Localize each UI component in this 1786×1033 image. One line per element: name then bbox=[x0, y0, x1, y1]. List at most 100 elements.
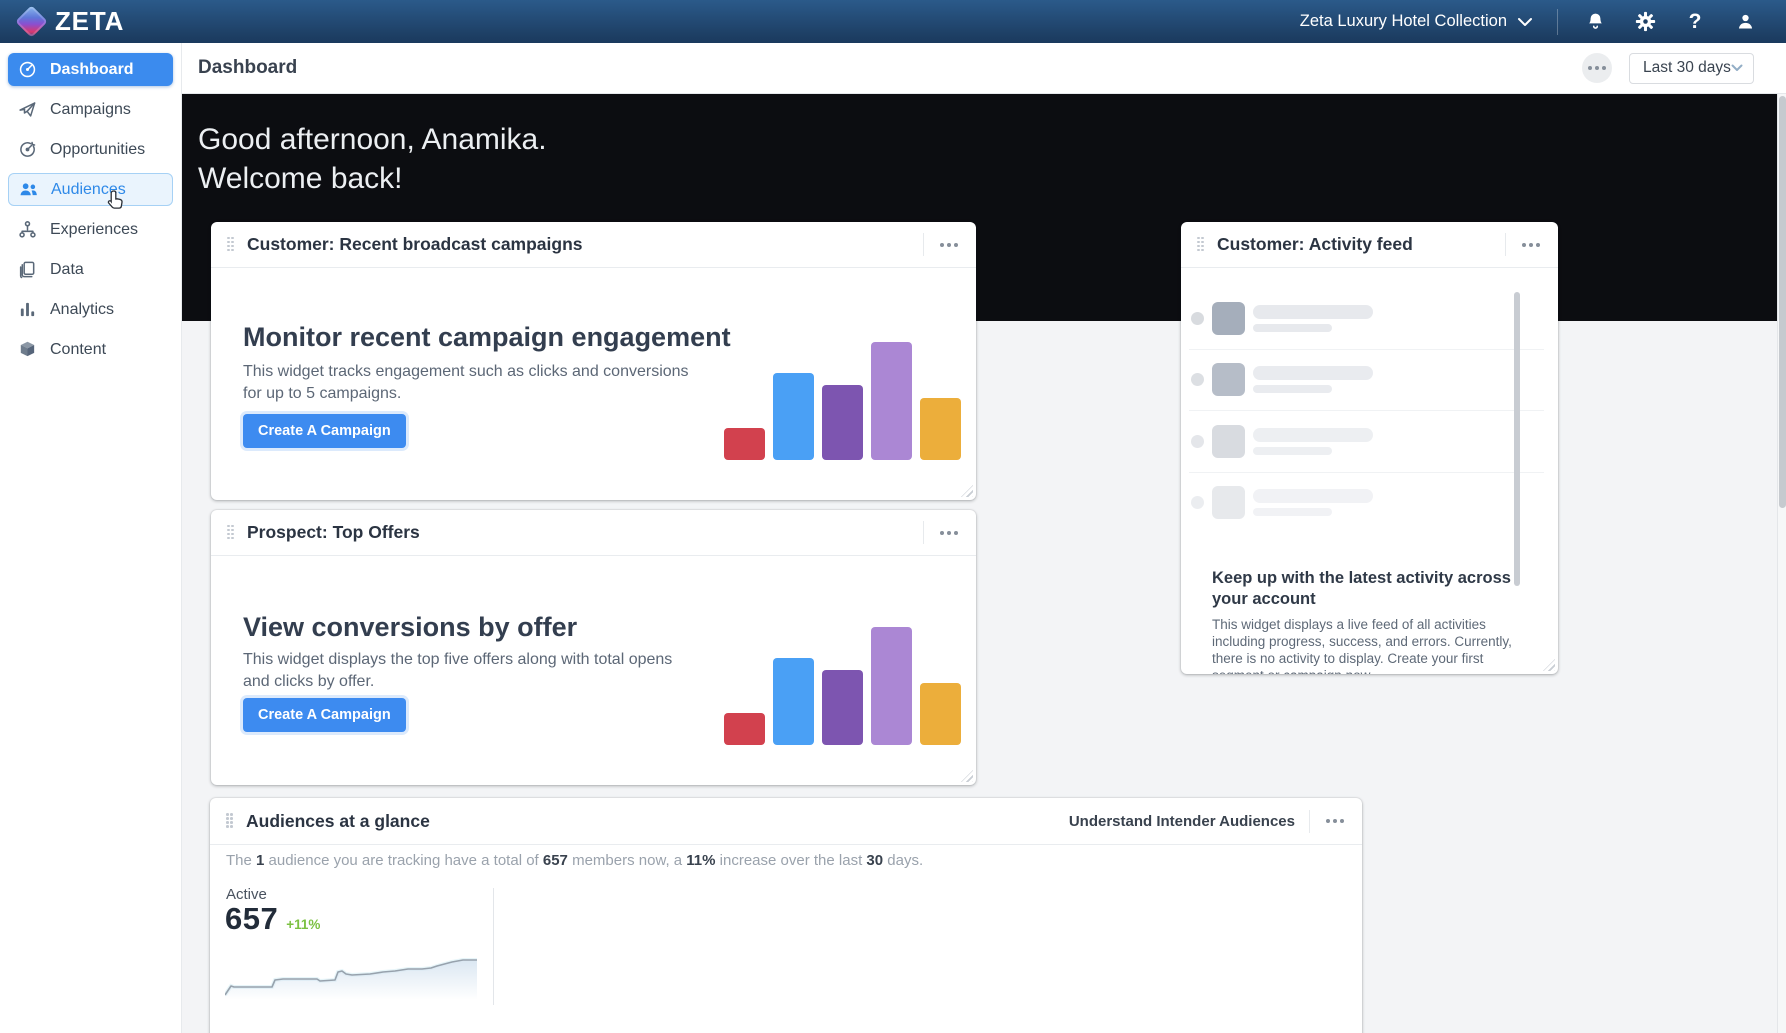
create-campaign-button[interactable]: Create A Campaign bbox=[243, 414, 406, 448]
card-prospect-top-offers: Prospect: Top Offers View conversions by… bbox=[211, 510, 976, 785]
bar-chart-illustration bbox=[724, 627, 961, 745]
breadcrumb: Dashboard bbox=[198, 57, 298, 78]
skeleton-divider bbox=[1189, 471, 1544, 473]
page-options-button[interactable] bbox=[1582, 53, 1612, 83]
resize-grip[interactable] bbox=[961, 485, 973, 497]
greeting: Good afternoon, Anamika. Welcome back! bbox=[198, 120, 547, 198]
settings-button[interactable] bbox=[1632, 9, 1658, 35]
header-divider bbox=[1309, 809, 1310, 833]
resize-grip[interactable] bbox=[1543, 659, 1555, 671]
metric-label: Active bbox=[226, 886, 267, 903]
sidebar-item-opportunities[interactable]: Opportunities bbox=[8, 133, 173, 166]
illustration-bar bbox=[920, 683, 961, 745]
card-activity-feed: Customer: Activity feed Keep up with the… bbox=[1181, 222, 1558, 674]
top-navbar: ZETA Zeta Luxury Hotel Collection bbox=[0, 0, 1786, 43]
bell-icon bbox=[1588, 13, 1602, 29]
date-range-select[interactable]: Last 30 days bbox=[1629, 52, 1754, 84]
drag-handle-icon[interactable] bbox=[227, 524, 235, 541]
skeleton-dot bbox=[1191, 373, 1204, 387]
illustration-bar bbox=[724, 713, 765, 745]
skeleton-line bbox=[1253, 446, 1332, 455]
metric-delta-badge: +11% bbox=[286, 917, 321, 932]
create-campaign-button[interactable]: Create A Campaign bbox=[243, 698, 406, 732]
skeleton-line bbox=[1253, 324, 1332, 332]
paper-plane-icon bbox=[19, 102, 36, 117]
notifications-button[interactable] bbox=[1582, 9, 1608, 35]
sidebar-item-label: Opportunities bbox=[50, 140, 146, 158]
greeting-line2: Welcome back! bbox=[198, 162, 403, 195]
card-menu-button[interactable] bbox=[938, 239, 960, 251]
gear-icon bbox=[1635, 11, 1655, 32]
sidebar-item-dashboard[interactable]: Dashboard bbox=[8, 53, 173, 86]
zeta-logo-icon bbox=[15, 5, 48, 38]
activity-heading: Keep up with the latest activity across … bbox=[1212, 569, 1511, 608]
skeleton-divider bbox=[1189, 349, 1544, 350]
user-menu-button[interactable] bbox=[1732, 9, 1758, 35]
sitemap-icon bbox=[19, 221, 36, 238]
zeta-logo[interactable]: ZETA bbox=[15, 5, 124, 38]
documents-icon bbox=[19, 261, 35, 279]
metric-value: 657 bbox=[225, 901, 279, 936]
illustration-bar bbox=[724, 428, 765, 460]
sidebar-item-campaigns[interactable]: Campaigns bbox=[8, 93, 173, 126]
glance-summary: The 1 audience you are tracking have a t… bbox=[226, 852, 924, 869]
drag-handle-icon[interactable] bbox=[227, 236, 235, 253]
sidebar-item-analytics[interactable]: Analytics bbox=[8, 293, 173, 326]
date-range-value: Last 30 days bbox=[1643, 59, 1731, 76]
illustration-bar bbox=[920, 398, 961, 460]
card-menu-button[interactable] bbox=[938, 527, 960, 539]
sidebar-item-experiences[interactable]: Experiences bbox=[8, 213, 173, 246]
card-menu-button[interactable] bbox=[1324, 815, 1346, 827]
sidebar-item-data[interactable]: Data bbox=[8, 253, 173, 286]
sidebar-item-label: Audiences bbox=[51, 180, 126, 198]
illustration-bar bbox=[871, 627, 912, 745]
drag-handle-icon[interactable] bbox=[226, 813, 234, 829]
illustration-bar bbox=[773, 373, 814, 460]
skeleton-line bbox=[1253, 385, 1332, 394]
resize-grip[interactable] bbox=[961, 770, 973, 782]
sidebar-item-label: Analytics bbox=[50, 300, 115, 318]
card-menu-button[interactable] bbox=[1520, 239, 1542, 251]
person-icon bbox=[1738, 14, 1752, 29]
sidebar-item-label: Content bbox=[50, 340, 107, 358]
skeleton-avatar bbox=[1212, 424, 1245, 458]
drag-handle-icon[interactable] bbox=[1197, 236, 1205, 253]
skeleton-dot bbox=[1191, 434, 1204, 448]
account-switcher[interactable]: Zeta Luxury Hotel Collection bbox=[1300, 12, 1533, 31]
understand-intender-audiences-link[interactable]: Understand Intender Audiences bbox=[1068, 812, 1295, 830]
illustration-bar bbox=[822, 385, 863, 460]
page-scrollbar[interactable] bbox=[1777, 94, 1786, 1033]
illustration-bar bbox=[822, 670, 863, 745]
feed-scrollbar-thumb[interactable] bbox=[1514, 292, 1520, 586]
activity-skeleton bbox=[1181, 268, 1558, 590]
page-scrollbar-thumb[interactable] bbox=[1779, 96, 1786, 508]
skeleton-dot bbox=[1191, 495, 1204, 509]
cube-icon bbox=[20, 341, 35, 357]
sidebar-item-content[interactable]: Content bbox=[8, 333, 173, 366]
skeleton-dot bbox=[1191, 312, 1204, 325]
activity-description: This widget displays a live feed of all … bbox=[1212, 617, 1512, 674]
skeleton-line bbox=[1253, 507, 1332, 516]
skeleton-line bbox=[1253, 366, 1373, 381]
column-divider bbox=[493, 888, 494, 1005]
account-name: Zeta Luxury Hotel Collection bbox=[1299, 12, 1507, 30]
header-divider bbox=[1505, 233, 1506, 256]
header-divider bbox=[923, 233, 924, 256]
card-audiences-at-a-glance: Audiences at a glance Understand Intende… bbox=[210, 798, 1362, 1033]
navbar-divider bbox=[1557, 8, 1558, 35]
navbar-right-cluster: Zeta Luxury Hotel Collection bbox=[1300, 8, 1766, 35]
sidebar: Dashboard Campaigns Opportunities Audien… bbox=[0, 43, 182, 1033]
skeleton-line bbox=[1253, 305, 1373, 319]
sidebar-item-audiences[interactable]: Audiences bbox=[8, 173, 173, 209]
widget-heading: Monitor recent campaign engagement bbox=[243, 322, 731, 352]
widget-heading: View conversions by offer bbox=[243, 612, 578, 642]
illustration-bar bbox=[773, 658, 814, 745]
skeleton-line bbox=[1253, 427, 1373, 442]
skeleton-avatar bbox=[1212, 485, 1245, 519]
card-title: Customer: Activity feed bbox=[1217, 234, 1413, 254]
target-icon bbox=[20, 141, 36, 157]
help-button[interactable]: ? bbox=[1682, 9, 1708, 35]
skeleton-line bbox=[1253, 488, 1373, 503]
widget-description: This widget displays the top five offers… bbox=[243, 651, 673, 690]
